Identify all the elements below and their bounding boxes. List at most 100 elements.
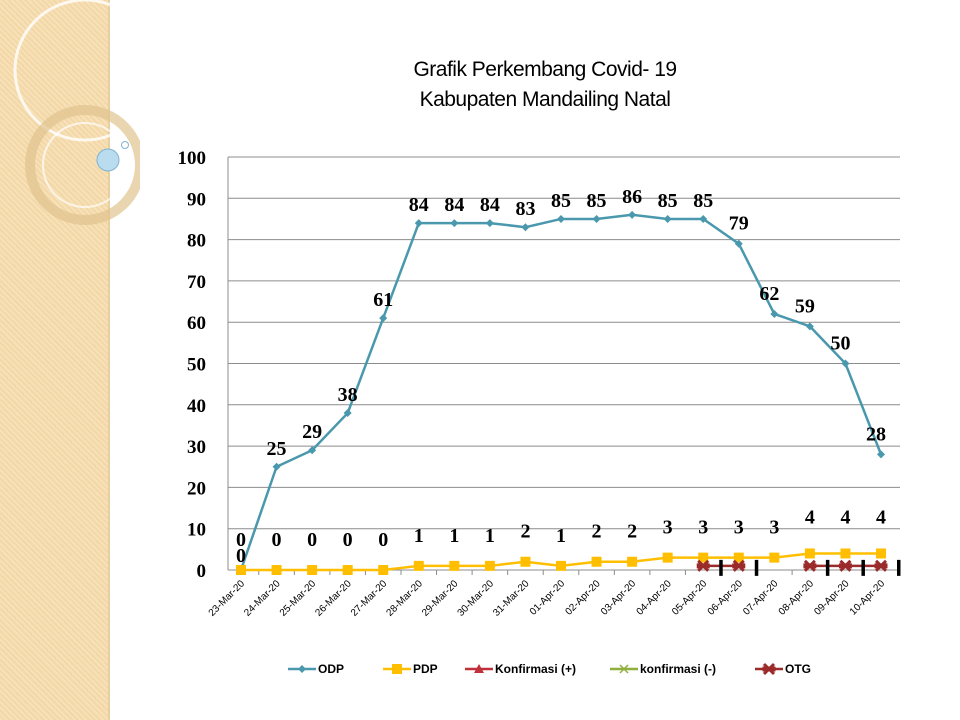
otg-data-label bbox=[719, 559, 723, 576]
pdp-point bbox=[392, 664, 402, 674]
odp-data-label: 79 bbox=[729, 213, 749, 235]
y-tick-label: 60 bbox=[187, 313, 206, 334]
odp-data-label: 25 bbox=[267, 438, 287, 460]
decorative-circles bbox=[13, 0, 140, 225]
pdp-point bbox=[484, 560, 495, 571]
x-tick-label: 29-Mar-20 bbox=[420, 578, 461, 619]
chart-title-line2: Kabupaten Mandailing Natal bbox=[420, 88, 671, 111]
odp-point bbox=[298, 665, 306, 673]
odp-point bbox=[379, 314, 388, 323]
otg-data-label bbox=[861, 559, 865, 576]
pdp-data-label: 3 bbox=[698, 517, 708, 539]
otg-point bbox=[696, 559, 710, 572]
pdp-data-label: 2 bbox=[627, 521, 637, 543]
pdp-data-label: 3 bbox=[663, 517, 673, 539]
pdp-point bbox=[342, 565, 353, 575]
y-tick-label: 70 bbox=[187, 272, 206, 293]
x-tick-label: 08-Apr-20 bbox=[777, 578, 817, 618]
pdp-data-label: 0 bbox=[307, 529, 317, 551]
konfirmasi-neg-point bbox=[619, 664, 629, 674]
x-tick-label: 02-Apr-20 bbox=[563, 578, 603, 618]
odp-data-label: 84 bbox=[409, 194, 429, 216]
odp-point bbox=[308, 446, 317, 455]
y-tick-label: 80 bbox=[187, 231, 206, 252]
odp-point bbox=[272, 462, 281, 471]
odp-data-label: 85 bbox=[587, 190, 607, 212]
pdp-point bbox=[591, 556, 602, 567]
odp-data-label: 61 bbox=[373, 289, 393, 311]
pdp-data-label: 0 bbox=[378, 529, 388, 551]
pdp-data-label: 0 bbox=[272, 529, 282, 551]
odp-data-label: 50 bbox=[830, 333, 850, 355]
otg-point bbox=[803, 559, 817, 572]
odp-point bbox=[770, 309, 779, 318]
otg-data-label bbox=[825, 559, 830, 576]
odp-point bbox=[450, 219, 459, 228]
x-tick-label: 23-Mar-20 bbox=[207, 578, 248, 619]
pdp-point bbox=[733, 552, 744, 563]
pdp-point bbox=[378, 565, 389, 575]
pdp-data-label: 1 bbox=[414, 525, 424, 547]
odp-point bbox=[877, 450, 885, 459]
odp-data-label: 86 bbox=[622, 186, 642, 208]
x-tick-label: 09-Apr-20 bbox=[812, 578, 852, 618]
odp-data-label: 59 bbox=[795, 295, 815, 317]
pdp-point bbox=[413, 560, 424, 571]
odp-data-label: 84 bbox=[444, 194, 464, 216]
odp-data-label: 38 bbox=[338, 384, 358, 406]
pdp-data-label: 2 bbox=[520, 521, 530, 543]
legend-label: Konfirmasi (+) bbox=[495, 662, 576, 676]
pdp-data-label: 4 bbox=[876, 506, 886, 528]
x-tick-label: 05-Apr-20 bbox=[670, 578, 710, 618]
y-tick-label: 100 bbox=[178, 148, 207, 169]
odp-point bbox=[841, 359, 850, 368]
odp-data-label: 85 bbox=[551, 190, 571, 212]
x-tick-label: 10-Apr-20 bbox=[848, 578, 888, 618]
y-tick-label: 30 bbox=[187, 437, 206, 458]
odp-point bbox=[628, 210, 637, 219]
pdp-point bbox=[520, 556, 531, 567]
otg-point bbox=[874, 559, 888, 572]
pdp-data-label: 3 bbox=[769, 517, 779, 539]
pdp-point bbox=[449, 560, 460, 571]
otg-point bbox=[732, 559, 746, 572]
pdp-point bbox=[804, 548, 815, 559]
pdp-data-label: 1 bbox=[556, 525, 566, 547]
pdp-data-label: 0 bbox=[343, 529, 353, 551]
odp-point bbox=[485, 219, 494, 228]
legend-label: konfirmasi (-) bbox=[640, 662, 716, 676]
x-tick-label: 27-Mar-20 bbox=[349, 578, 390, 619]
x-tick-label: 30-Mar-20 bbox=[456, 578, 497, 619]
y-tick-label: 10 bbox=[187, 520, 206, 541]
pdp-point bbox=[307, 565, 318, 575]
x-tick-label: 06-Apr-20 bbox=[706, 578, 746, 618]
odp-data-label: 62 bbox=[759, 283, 779, 305]
odp-point bbox=[343, 409, 352, 418]
x-tick-label: 26-Mar-20 bbox=[313, 578, 354, 619]
pdp-point bbox=[876, 548, 886, 559]
pdp-data-label: 0 bbox=[236, 529, 246, 551]
pdp-point bbox=[627, 556, 638, 567]
pdp-point bbox=[840, 548, 851, 559]
pdp-data-label: 1 bbox=[449, 525, 459, 547]
y-tick-label: 90 bbox=[187, 189, 206, 210]
odp-data-label: 84 bbox=[480, 194, 500, 216]
otg-point bbox=[838, 559, 852, 572]
odp-data-label: 28 bbox=[866, 423, 886, 445]
pdp-data-label: 1 bbox=[485, 525, 495, 547]
odp-point bbox=[521, 223, 530, 232]
odp-point bbox=[592, 214, 601, 223]
pdp-data-label: 3 bbox=[734, 517, 744, 539]
odp-data-label: 83 bbox=[515, 198, 535, 220]
pdp-point bbox=[271, 565, 282, 575]
odp-data-label: 29 bbox=[302, 421, 322, 443]
y-tick-label: 50 bbox=[187, 355, 206, 376]
decorative-side-panel bbox=[0, 0, 140, 720]
odp-point bbox=[805, 322, 814, 331]
pdp-point bbox=[662, 552, 673, 563]
x-tick-label: 31-Mar-20 bbox=[491, 578, 532, 619]
odp-point bbox=[414, 219, 423, 228]
x-tick-label: 24-Mar-20 bbox=[242, 578, 283, 619]
odp-point bbox=[663, 214, 672, 223]
